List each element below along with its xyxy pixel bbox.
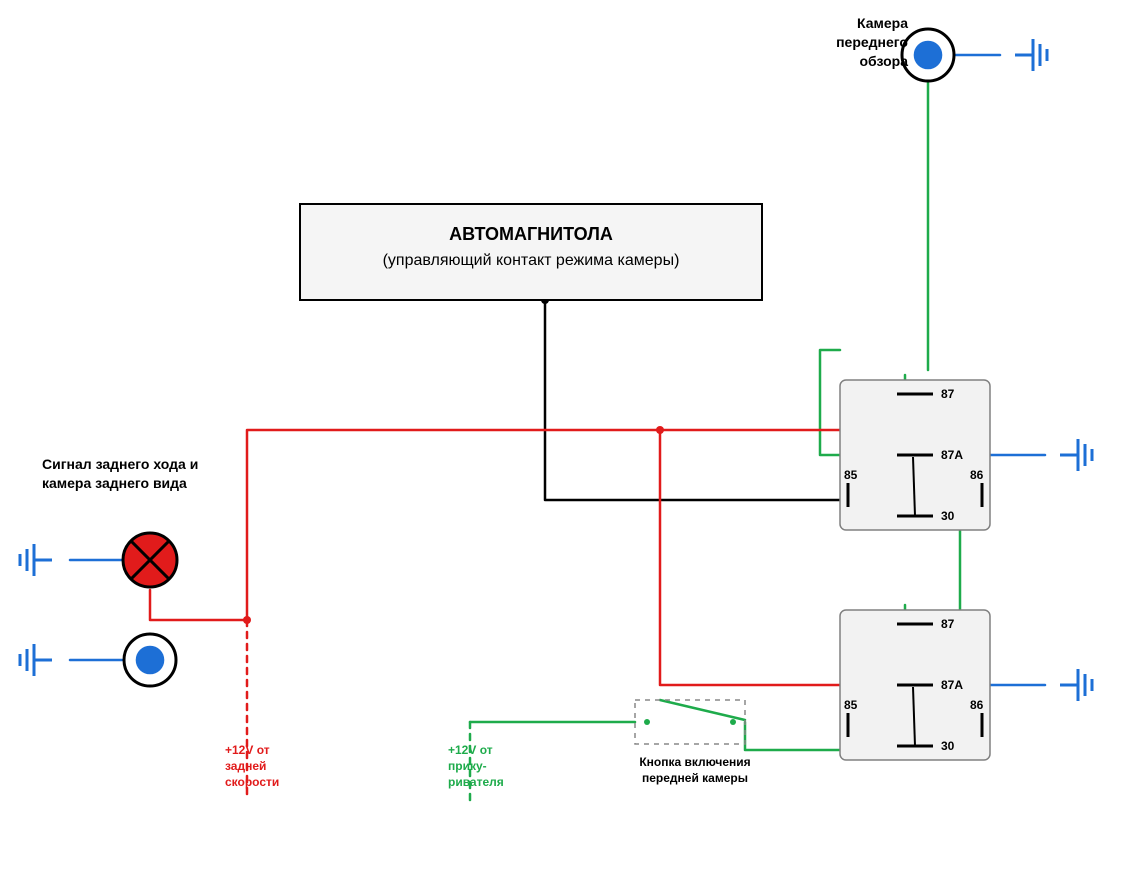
radio-title: АВТОМАГНИТОЛА [300, 222, 762, 246]
relay-1: 87 87A 85 86 30 [840, 380, 990, 530]
wire-red_main [150, 430, 840, 685]
rear-signal-label: Сигнал заднего хода и камера заднего вид… [42, 455, 198, 493]
junction [243, 616, 251, 624]
rear-camera-icon [124, 634, 176, 686]
wire-radio_down [545, 300, 840, 500]
svg-text:85: 85 [844, 698, 858, 712]
ground-icon [20, 644, 52, 676]
svg-text:87: 87 [941, 387, 955, 401]
wire-green_switch_open [660, 700, 745, 720]
svg-text:30: 30 [941, 739, 955, 753]
rear-lamp-icon [123, 533, 177, 587]
plus12-rear-label: +12V от задней скорости [225, 742, 279, 791]
svg-text:30: 30 [941, 509, 955, 523]
plus12-cig-label: +12V от прику- ривателя [448, 742, 504, 791]
svg-text:86: 86 [970, 468, 984, 482]
radio-subtitle: (управляющий контакт режима камеры) [300, 250, 762, 272]
ground-icon [20, 544, 52, 576]
ground-icon [1015, 39, 1047, 71]
junction [656, 426, 664, 434]
ground-icon [1060, 439, 1092, 471]
ground-icon [1060, 669, 1092, 701]
svg-text:87: 87 [941, 617, 955, 631]
front-camera-label: Камера переднего обзора [818, 14, 908, 71]
svg-text:87A: 87A [941, 678, 963, 692]
wire-green_87a_left_relay1 [820, 350, 840, 455]
svg-text:86: 86 [970, 698, 984, 712]
front-button-label: Кнопка включения передней камеры [620, 754, 770, 786]
svg-text:85: 85 [844, 468, 858, 482]
relay-2: 87 87A 85 86 30 [840, 610, 990, 760]
svg-text:87A: 87A [941, 448, 963, 462]
front-camera-icon [902, 29, 954, 81]
